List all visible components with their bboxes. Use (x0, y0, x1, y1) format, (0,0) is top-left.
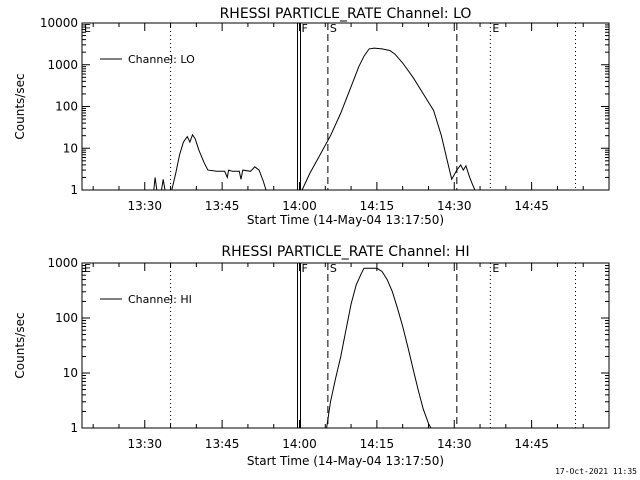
panel-1-x-tick-label: 14:30 (437, 199, 472, 213)
panel-1-y-tick-label: 10000 (40, 16, 78, 30)
panel-1-plot-frame (81, 22, 610, 191)
panel-2-x-tick-label: 13:45 (205, 437, 240, 451)
panel-1-x-tick-label: 13:30 (127, 199, 162, 213)
panel-1-marker-label: S (330, 22, 337, 35)
panel-2-marker-label: S (330, 262, 337, 275)
panel-1-y-tick-label: 1 (70, 183, 78, 197)
panel-1-y-tick-label: 100 (55, 100, 78, 114)
panel-2-y-tick-label: 10 (63, 366, 78, 380)
panel-2-y-axis-label: Counts/sec (13, 312, 27, 378)
panel-1-x-tick-label: 14:45 (514, 199, 549, 213)
panel-1-series-line (153, 177, 166, 191)
panel-2-series-line (326, 267, 432, 429)
panel-2-y-tick-label: 100 (55, 311, 78, 325)
panel-2-x-tick-label: 14:00 (282, 437, 317, 451)
panel-2-marker-label: E (492, 262, 499, 275)
panel-2-y-tick-label: 1000 (47, 256, 78, 270)
panel-2-x-tick-label: 13:30 (127, 437, 162, 451)
panel-1-title: RHESSI PARTICLE_RATE Channel: LO (220, 6, 472, 22)
panel-2-y-tick-label: 1 (70, 421, 78, 435)
panel-1-x-axis-label: Start Time (14-May-04 13:17:50) (247, 213, 444, 227)
panel-2-x-axis-label: Start Time (14-May-04 13:17:50) (247, 454, 444, 468)
panel-1-legend-label: Channel: LO (128, 53, 195, 66)
panel-2-title: RHESSI PARTICLE_RATE Channel: HI (221, 244, 469, 260)
panel-2-marker-label: E (84, 262, 91, 275)
panel-1-marker-label: F (302, 22, 308, 35)
panel-1-series-line (301, 47, 476, 191)
panel-1-x-tick-label: 14:15 (360, 199, 395, 213)
panel-1-y-tick-label: 10 (63, 141, 78, 155)
timestamp-label: 17-Oct-2021 11:35 (555, 467, 637, 476)
panel-1-y-axis-label: Counts/sec (13, 73, 27, 139)
panel-2-x-tick-label: 14:30 (437, 437, 472, 451)
panel-1-marker-label: E (492, 22, 499, 35)
panel-2-plot-frame (81, 262, 610, 429)
panel-2-legend-label: Channel: HI (128, 293, 192, 306)
panel-2-x-tick-label: 14:15 (360, 437, 395, 451)
panel-1-y-tick-label: 1000 (47, 58, 78, 72)
panel-1-marker-label: E (84, 22, 91, 35)
panel-1-series-line (171, 133, 267, 191)
panel-2-marker-label: F (302, 262, 308, 275)
panel-2-x-tick-label: 14:45 (514, 437, 549, 451)
panel-1-x-tick-label: 13:45 (205, 199, 240, 213)
panel-1-x-tick-label: 14:00 (282, 199, 317, 213)
